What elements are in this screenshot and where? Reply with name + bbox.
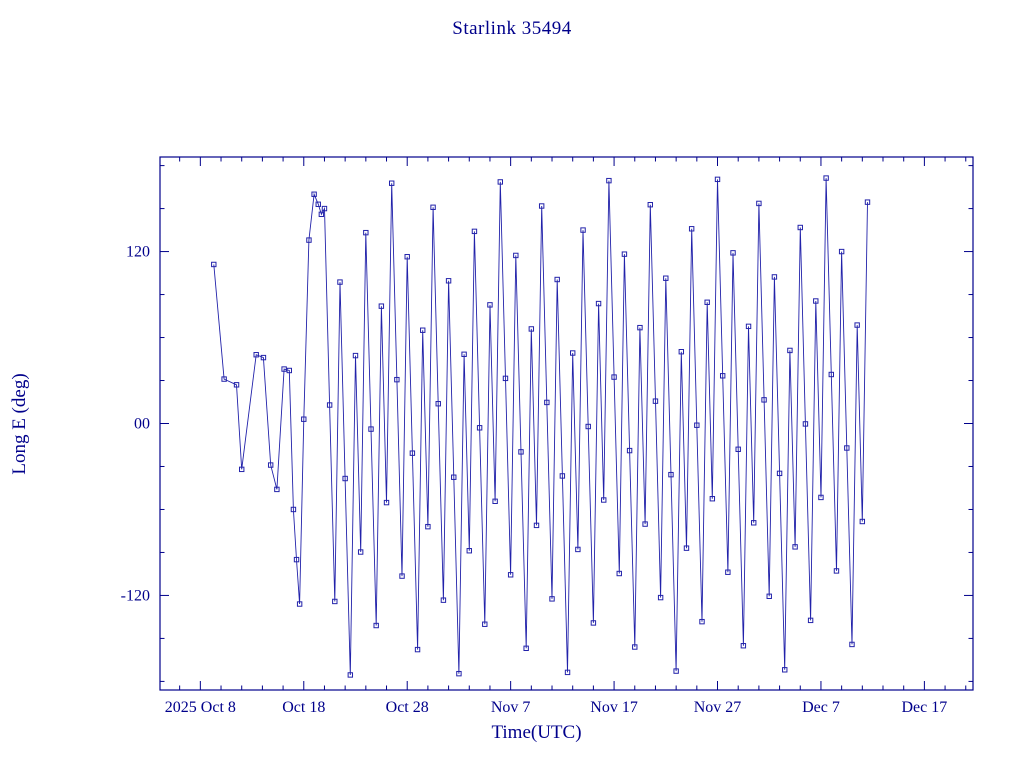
svg-text:Nov 17: Nov 17	[590, 699, 638, 716]
svg-text:-120: -120	[121, 587, 150, 604]
svg-text:Dec 7: Dec 7	[802, 699, 840, 716]
svg-text:Dec 17: Dec 17	[902, 699, 948, 716]
svg-text:2025 Oct 8: 2025 Oct 8	[165, 699, 236, 716]
y-axis-label-wrap: Long E (deg)	[9, 344, 31, 504]
svg-text:Oct 28: Oct 28	[386, 699, 429, 716]
y-axis-label: Long E (deg)	[9, 373, 30, 475]
chart-title: Starlink 35494	[452, 18, 572, 39]
svg-text:120: 120	[126, 244, 150, 261]
x-axis-label: Time(UTC)	[491, 722, 582, 743]
svg-text:Nov 27: Nov 27	[694, 699, 742, 716]
svg-text:Oct 18: Oct 18	[282, 699, 325, 716]
svg-text:00: 00	[134, 416, 150, 433]
svg-text:Nov 7: Nov 7	[491, 699, 531, 716]
